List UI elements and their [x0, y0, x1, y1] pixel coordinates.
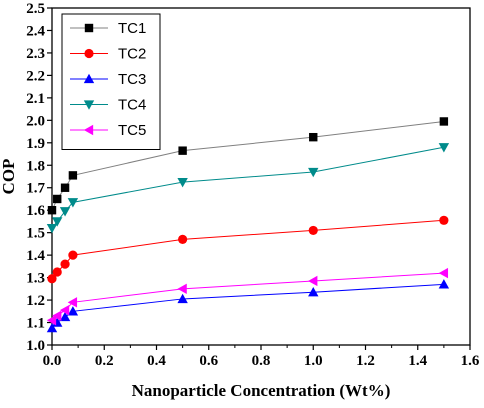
series-tc5 — [46, 267, 449, 326]
y-tick-label: 1.2 — [26, 293, 45, 309]
legend-label: TC4 — [118, 97, 146, 114]
series-tc3 — [46, 279, 450, 333]
data-point — [438, 279, 450, 289]
data-point — [308, 225, 318, 236]
y-tick-label: 2.2 — [26, 68, 45, 84]
legend-marker — [84, 48, 94, 59]
legend-item-tc3: TC3 — [70, 71, 146, 88]
x-tick-label: 0.2 — [95, 353, 114, 369]
y-tick-label: 2.4 — [26, 23, 45, 39]
data-point — [68, 171, 78, 180]
data-point — [60, 259, 70, 269]
data-point — [59, 207, 71, 217]
legend-marker — [83, 124, 94, 136]
x-tick-label: 0.6 — [199, 353, 218, 369]
data-point — [67, 297, 78, 308]
data-point — [67, 198, 79, 208]
y-tick-label: 1.5 — [26, 226, 45, 242]
legend-label: TC2 — [118, 46, 146, 63]
series-tc2 — [47, 215, 449, 284]
data-point — [46, 322, 58, 333]
data-point — [59, 311, 71, 322]
data-point — [47, 206, 57, 215]
legend-item-tc1: TC1 — [70, 20, 146, 37]
y-tick-label: 1.9 — [26, 136, 45, 152]
y-tick-label: 2.1 — [26, 91, 45, 107]
y-tick-label: 2.3 — [26, 46, 45, 62]
data-point — [52, 310, 62, 321]
data-point — [67, 306, 79, 316]
legend-marker — [84, 23, 94, 33]
data-point — [68, 250, 78, 260]
x-tick-label: 1.0 — [304, 353, 323, 369]
data-point — [308, 275, 318, 287]
legend-box — [61, 13, 161, 150]
series-line — [51, 146, 444, 229]
data-point — [52, 267, 62, 277]
legend-label: TC1 — [118, 20, 146, 37]
x-tick-label: 0.8 — [252, 353, 271, 369]
data-point — [60, 183, 70, 192]
data-point — [46, 315, 57, 326]
data-point — [47, 274, 57, 284]
data-point — [177, 283, 187, 295]
data-point — [308, 287, 319, 297]
series-tc1 — [47, 117, 449, 215]
series-line — [51, 272, 444, 321]
legend-item-tc5: TC5 — [70, 122, 146, 139]
data-point — [178, 146, 187, 155]
data-point — [439, 215, 449, 225]
y-tick-label: 1.6 — [26, 203, 45, 219]
data-point — [309, 132, 318, 142]
data-point — [439, 117, 449, 126]
data-point — [178, 234, 188, 245]
x-tick-label: 0.4 — [147, 353, 166, 369]
x-axis-title: Nanoparticle Concentration (Wt%) — [132, 381, 391, 400]
x-tick-label: 1.4 — [408, 353, 427, 369]
series-line — [51, 219, 444, 280]
legend-marker — [83, 73, 95, 84]
data-point — [59, 304, 70, 316]
data-point — [177, 293, 188, 304]
legend-item-tc4: TC4 — [70, 97, 146, 114]
legend-item-tc2: TC2 — [70, 46, 146, 63]
y-tick-label: 1.4 — [26, 248, 45, 264]
x-tick-label: 1.6 — [461, 353, 480, 369]
data-point — [177, 177, 188, 188]
y-tick-label: 1.1 — [26, 316, 45, 332]
y-tick-label: 1.3 — [26, 271, 45, 287]
data-point — [438, 267, 449, 279]
y-tick-label: 2.0 — [26, 113, 45, 129]
x-tick-label: 1.2 — [356, 353, 375, 369]
data-point — [53, 194, 62, 204]
legend: TC1 TC2 TC3 TC4 TC5 — [61, 13, 161, 150]
data-point — [52, 217, 63, 227]
series-tc4 — [46, 143, 450, 234]
data-point — [46, 224, 58, 234]
series-line — [51, 283, 444, 329]
data-point — [438, 143, 450, 153]
y-tick-label: 1.8 — [26, 158, 45, 174]
y-tick-label: 1.0 — [26, 338, 45, 354]
y-tick-label: 2.5 — [26, 1, 45, 17]
axes: 0.0 0.2 0.4 0.6 0.8 1.0 1.2 1.4 1.6 1.0 1.1 1.2 1.3 1… — [0, 1, 480, 400]
data-point — [308, 167, 319, 178]
y-tick-label: 1.7 — [26, 181, 45, 197]
x-tick-label: 0.0 — [43, 353, 62, 369]
series-group — [46, 117, 450, 333]
legend-marker — [83, 100, 95, 110]
legend-label: TC3 — [118, 71, 146, 88]
legend-label: TC5 — [118, 122, 146, 139]
y-axis-title: COP — [0, 159, 18, 195]
